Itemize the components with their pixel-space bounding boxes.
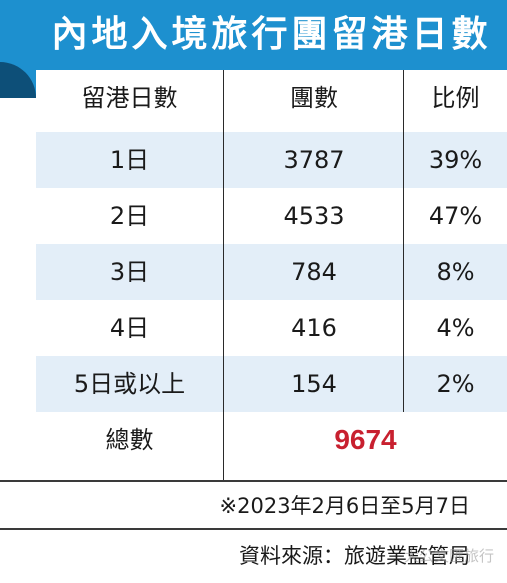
page-title: 內地入境旅行團留港日數 [51, 14, 492, 55]
table-row: 1日 3787 39% [36, 132, 507, 188]
divider-line [0, 528, 507, 530]
row-days: 4日 [109, 314, 150, 342]
header-ratio: 比例 [431, 84, 480, 112]
source-note: 資料來源：旅遊業監管局 [239, 544, 470, 568]
row-days: 5日或以上 [73, 370, 186, 398]
row-groups: 4533 [283, 202, 345, 230]
row-groups: 416 [291, 314, 337, 342]
table-row: 2日 4533 47% [36, 188, 507, 244]
divider-line [0, 480, 507, 482]
row-groups: 154 [291, 370, 337, 398]
table-total-row: 總數 9674 [36, 412, 507, 468]
row-ratio: 4% [436, 314, 475, 342]
row-ratio: 39% [428, 146, 483, 174]
header-days: 留港日數 [81, 84, 178, 112]
table-row: 5日或以上 154 2% [36, 356, 507, 412]
row-days: 2日 [109, 202, 150, 230]
header-groups: 團數 [290, 84, 338, 112]
header-curl-decoration [0, 62, 36, 98]
date-note: ※2023年2月6日至5月7日 [219, 494, 470, 518]
watermark: 大公文匯旅行 [404, 547, 495, 565]
column-divider [403, 70, 404, 412]
table-row: 4日 416 4% [36, 300, 507, 356]
table-header-row: 留港日數 團數 比例 [36, 70, 507, 126]
row-ratio: 8% [436, 258, 475, 286]
row-ratio: 2% [436, 370, 475, 398]
column-divider [223, 70, 224, 480]
row-days: 1日 [109, 146, 150, 174]
total-value: 9674 [334, 424, 397, 455]
row-groups: 784 [291, 258, 337, 286]
table-row: 3日 784 8% [36, 244, 507, 300]
row-days: 3日 [109, 258, 150, 286]
row-groups: 3787 [283, 146, 345, 174]
total-label: 總數 [105, 426, 154, 454]
row-ratio: 47% [428, 202, 483, 230]
stay-days-table: 留港日數 團數 比例 1日 3787 39% 2日 4533 47% 3日 78… [36, 70, 507, 480]
